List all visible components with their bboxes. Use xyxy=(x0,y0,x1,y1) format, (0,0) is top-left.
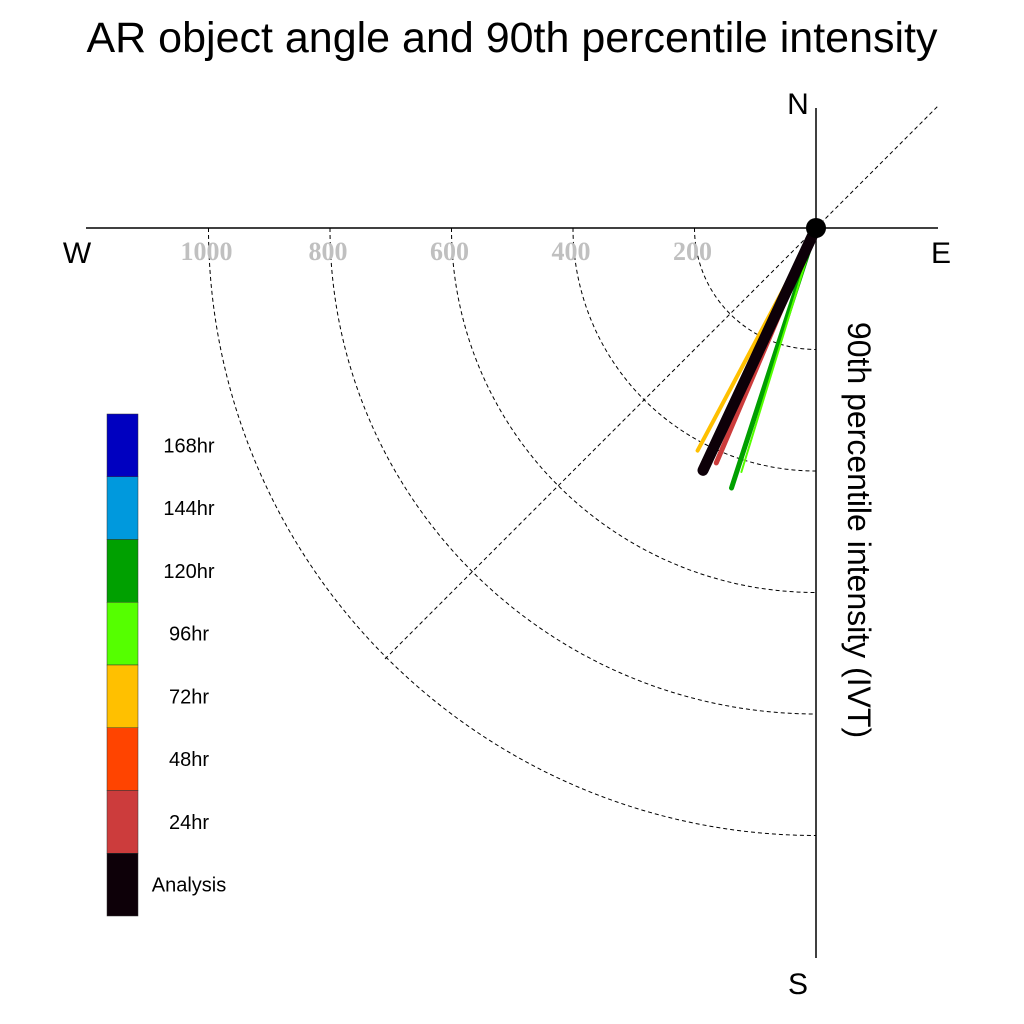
diagonal-guide xyxy=(384,105,939,660)
origin-marker xyxy=(806,218,826,238)
legend-swatch-168hr xyxy=(106,413,139,477)
ring-3 xyxy=(451,227,817,593)
legend-swatch-analysis xyxy=(106,853,139,917)
legend-swatch-96hr xyxy=(106,602,139,666)
legend-swatch-144hr xyxy=(106,476,139,540)
axes-layer: N S E W xyxy=(63,88,951,1001)
vector-96hr xyxy=(740,227,817,473)
ring-label-400: 400 xyxy=(552,237,591,266)
legend-swatch-72hr xyxy=(106,664,139,728)
ring-label-600: 600 xyxy=(430,237,469,266)
legend-swatch-48hr xyxy=(106,727,139,791)
legend-label-analysis: Analysis xyxy=(152,875,226,897)
legend-label-48hr: 48hr xyxy=(169,749,209,771)
radial-axis-label: 90th percentile intensity (IVT) xyxy=(841,322,877,738)
compass-west-label: W xyxy=(63,237,92,270)
ring-5 xyxy=(208,227,817,836)
legend-label-120hr: 120hr xyxy=(163,561,214,583)
legend-label-168hr: 168hr xyxy=(163,435,214,457)
compass-east-label: E xyxy=(931,237,951,270)
legend-label-96hr: 96hr xyxy=(169,624,209,646)
legend-swatch-24hr xyxy=(106,790,139,854)
color-legend: 168hr 144hr 120hr 96hr 72hr 48hr 24hr Analysis xyxy=(106,413,226,917)
compass-south-label: S xyxy=(788,968,808,1001)
chart-title: AR object angle and 90th percentile inte… xyxy=(86,14,938,62)
ring-1 xyxy=(694,227,817,350)
ring-label-200: 200 xyxy=(673,237,712,266)
ring-label-800: 800 xyxy=(309,237,348,266)
ring-label-layer: 1000 800 600 400 200 xyxy=(181,237,713,266)
ring-4 xyxy=(329,227,817,715)
legend-label-24hr: 24hr xyxy=(169,812,209,834)
ring-label-1000: 1000 xyxy=(181,237,233,266)
legend-swatch-120hr xyxy=(106,539,139,603)
grid-layer xyxy=(208,105,939,836)
compass-north-label: N xyxy=(787,88,809,121)
legend-label-72hr: 72hr xyxy=(169,686,209,708)
vector-analysis xyxy=(697,222,822,476)
vector-layer xyxy=(695,222,822,491)
legend-label-144hr: 144hr xyxy=(163,498,214,520)
